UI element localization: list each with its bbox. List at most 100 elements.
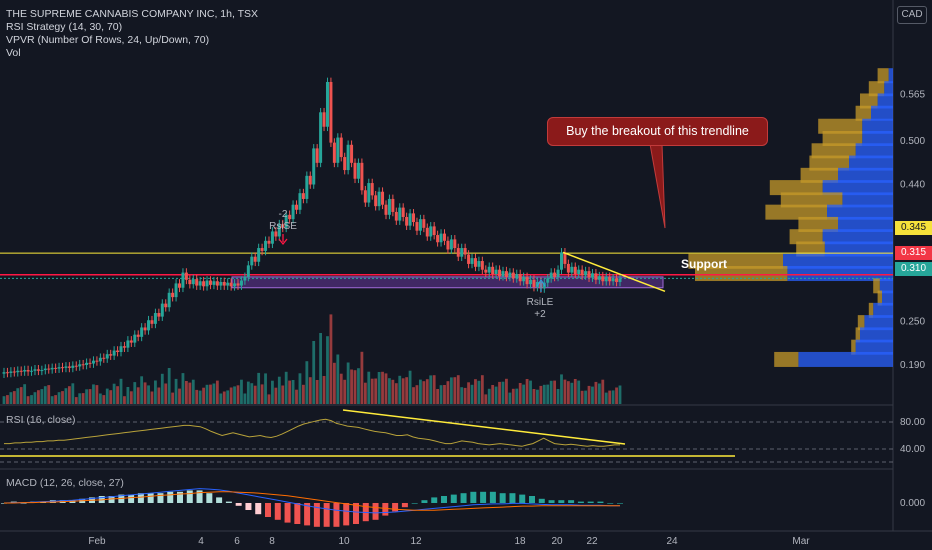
macd-histogram-bar bbox=[548, 500, 555, 503]
candle-body bbox=[174, 283, 178, 298]
volume-bar bbox=[319, 333, 323, 404]
support-zone bbox=[231, 276, 664, 289]
time-axis-tick: 4 bbox=[198, 536, 204, 547]
time-axis-tick: Feb bbox=[88, 536, 106, 547]
candle-body bbox=[356, 162, 360, 179]
candle-body bbox=[436, 235, 440, 243]
candle-body bbox=[425, 227, 429, 237]
time-axis-tick: 6 bbox=[234, 536, 240, 547]
volume-bar bbox=[171, 392, 175, 404]
macd-histogram-bar bbox=[392, 503, 399, 512]
macd-pane-label[interactable]: MACD (12, 26, close, 27) bbox=[6, 477, 124, 489]
vpvr-down-bar bbox=[877, 68, 889, 84]
price-tag-resistance: 0.345 bbox=[895, 221, 932, 235]
vpvr-up-bar bbox=[838, 167, 893, 183]
indicator-vpvr[interactable]: VPVR (Number Of Rows, 24, Up/Down, 70) bbox=[6, 34, 210, 46]
volume-bar bbox=[257, 372, 261, 404]
candle-body bbox=[157, 313, 161, 317]
candle-body bbox=[260, 248, 264, 251]
candle-body bbox=[511, 272, 515, 279]
volume-bar bbox=[474, 379, 477, 404]
macd-histogram-bar bbox=[343, 503, 350, 526]
macd-histogram-bar bbox=[617, 503, 623, 504]
volume-bar bbox=[88, 389, 92, 404]
candle-body bbox=[9, 371, 13, 373]
volume-bar bbox=[329, 314, 333, 404]
volume-bar bbox=[147, 385, 150, 404]
macd-histogram-bar bbox=[538, 498, 545, 503]
macd-histogram-bar bbox=[274, 503, 281, 520]
candle-body bbox=[604, 276, 608, 282]
volume-bar bbox=[398, 375, 402, 404]
macd-histogram-bar bbox=[108, 496, 115, 503]
callout-pointer bbox=[649, 143, 666, 229]
candle-body bbox=[322, 112, 326, 127]
volume-bar bbox=[480, 375, 484, 404]
candle-body bbox=[284, 214, 288, 228]
volume-bar bbox=[233, 386, 236, 404]
macd-histogram-bar bbox=[558, 500, 565, 503]
volume-bar bbox=[560, 374, 563, 404]
rsi-pane-label[interactable]: RSI (16, close) bbox=[6, 414, 76, 426]
macd-histogram-bar bbox=[568, 500, 575, 503]
volume-bar bbox=[229, 387, 233, 404]
volume-bar bbox=[566, 381, 570, 404]
indicator-vol[interactable]: Vol bbox=[6, 47, 21, 59]
candle-body bbox=[343, 157, 347, 171]
candle-body bbox=[563, 252, 567, 264]
volume-bar bbox=[305, 361, 309, 404]
candle-body bbox=[319, 112, 323, 163]
candle-body bbox=[515, 274, 519, 279]
vpvr-up-bar bbox=[849, 155, 893, 171]
candle-body bbox=[453, 239, 457, 249]
candle-body bbox=[171, 292, 175, 298]
volume-bar bbox=[43, 386, 47, 404]
candle-body bbox=[5, 372, 9, 374]
volume-bar bbox=[539, 385, 543, 404]
vpvr-up-bar bbox=[787, 266, 893, 282]
macd-histogram-bar bbox=[147, 493, 154, 503]
volume-bar bbox=[116, 386, 119, 404]
volume-bar bbox=[140, 376, 144, 404]
volume-bar bbox=[570, 382, 574, 404]
volume-bar bbox=[222, 391, 226, 404]
macd-histogram-bar bbox=[421, 500, 428, 503]
candle-body bbox=[566, 263, 570, 273]
volume-bar bbox=[460, 387, 464, 404]
macd-histogram-bar bbox=[480, 491, 487, 503]
volume-bar bbox=[556, 389, 560, 404]
vpvr-up-bar bbox=[873, 302, 893, 318]
candle-body bbox=[19, 370, 23, 372]
volume-bar bbox=[357, 368, 360, 404]
macd-histogram-bar bbox=[470, 491, 477, 503]
volume-bar bbox=[85, 389, 88, 404]
volume-bar bbox=[536, 389, 539, 404]
vpvr-up-bar bbox=[862, 131, 893, 147]
volume-bar bbox=[12, 391, 16, 404]
candle-body bbox=[219, 281, 223, 286]
candle-body bbox=[518, 274, 522, 282]
volume-bar bbox=[64, 388, 68, 404]
rsi-axis-tick: 80.00 bbox=[900, 417, 925, 428]
volume-bar bbox=[226, 390, 230, 404]
volume-bar bbox=[467, 382, 470, 404]
indicator-rsi-strategy[interactable]: RSI Strategy (14, 30, 70) bbox=[6, 21, 123, 33]
candle-body bbox=[370, 183, 374, 196]
volume-bar bbox=[443, 385, 446, 404]
macd-histogram-bar bbox=[353, 503, 359, 524]
price-tag-red-level: 0.315 bbox=[895, 246, 932, 260]
volume-bar bbox=[78, 393, 82, 404]
candle-body bbox=[601, 276, 605, 282]
macd-histogram-bar bbox=[265, 503, 271, 517]
candle-body bbox=[226, 282, 230, 286]
volume-bar bbox=[154, 380, 157, 404]
callout-annotation[interactable]: Buy the breakout of this trendline bbox=[547, 117, 768, 146]
macd-histogram-bar bbox=[431, 497, 438, 503]
currency-badge[interactable]: CAD bbox=[897, 6, 927, 24]
volume-bar bbox=[157, 387, 161, 404]
volume-bar bbox=[601, 379, 605, 404]
volume-bar bbox=[546, 384, 550, 404]
volume-bar bbox=[92, 384, 95, 404]
volume-bar bbox=[243, 393, 247, 404]
